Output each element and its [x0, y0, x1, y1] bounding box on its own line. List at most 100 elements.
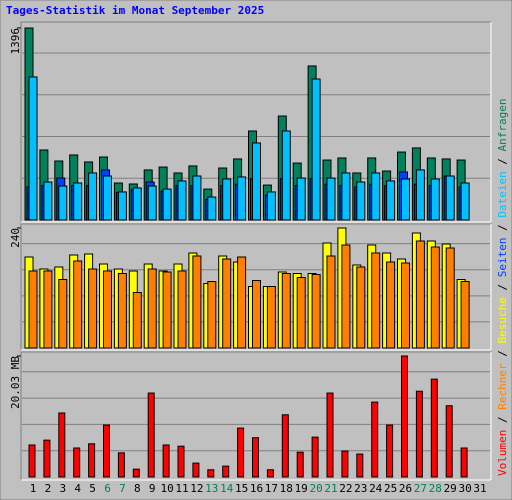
- bar: [43, 270, 53, 349]
- x-tick-label: 26: [399, 482, 412, 495]
- bar: [296, 177, 306, 221]
- x-tick-label: 2: [45, 482, 52, 495]
- bar: [356, 453, 364, 478]
- legend-separator: /: [496, 218, 509, 238]
- bar: [296, 451, 304, 478]
- bar: [88, 443, 96, 478]
- x-tick-label: 5: [89, 482, 96, 495]
- x-tick-label: 28: [429, 482, 442, 495]
- bar: [162, 188, 172, 221]
- bar: [58, 279, 68, 349]
- bar: [356, 181, 366, 221]
- bar: [162, 271, 172, 349]
- bar: [386, 424, 394, 478]
- x-tick-label: 15: [235, 482, 248, 495]
- bar: [371, 172, 381, 221]
- bar: [43, 181, 53, 221]
- bar: [103, 424, 110, 478]
- bar: [88, 172, 98, 221]
- bar: [371, 401, 379, 478]
- bar: [58, 185, 68, 221]
- x-tick-label: 24: [369, 482, 383, 495]
- bar: [117, 273, 127, 349]
- bar: [252, 142, 261, 221]
- legend-entry: Volumen: [496, 430, 509, 476]
- x-tick-label: 17: [265, 482, 278, 495]
- bar: [73, 447, 81, 478]
- bar: [430, 178, 440, 221]
- bar: [207, 196, 217, 221]
- x-tick-label: 19: [295, 482, 308, 495]
- bar: [341, 450, 349, 478]
- bar: [207, 469, 215, 478]
- bar: [58, 412, 66, 478]
- x-tick-label: 3: [59, 482, 66, 495]
- bar: [192, 175, 202, 221]
- x-tick-label: 11: [175, 482, 188, 495]
- bar: [147, 185, 157, 221]
- legend-entry: Anfragen: [496, 98, 509, 151]
- bar: [371, 252, 381, 349]
- x-tick-label: 6: [104, 482, 111, 495]
- x-tick-label: 18: [280, 482, 293, 495]
- bar: [222, 178, 232, 221]
- bar: [28, 76, 38, 221]
- bar: [430, 246, 440, 349]
- bar: [117, 191, 127, 221]
- x-tick-label: 25: [384, 482, 397, 495]
- bar: [73, 182, 83, 221]
- bar: [132, 468, 140, 478]
- x-tick-label: 23: [354, 482, 367, 495]
- bar: [28, 270, 38, 349]
- x-tick-label: 1: [30, 482, 37, 495]
- bar: [222, 258, 232, 349]
- bar: [222, 465, 230, 478]
- bar: [415, 169, 425, 221]
- bar: [445, 247, 455, 349]
- bar: [401, 178, 410, 221]
- x-tick-label: 16: [250, 482, 263, 495]
- x-tick-label: 29: [444, 482, 457, 495]
- legend-entry: Besuche: [496, 297, 509, 343]
- bar: [266, 286, 276, 349]
- y-tick-label: 1396: [9, 28, 22, 55]
- bar: [103, 270, 112, 349]
- legend-entry: Dateien: [496, 171, 509, 217]
- x-tick-label: 20: [309, 482, 322, 495]
- bar: [162, 444, 170, 478]
- x-tick-label: 12: [190, 482, 203, 495]
- bar: [401, 262, 410, 349]
- bar: [281, 414, 289, 478]
- bar: [311, 274, 321, 349]
- bar: [132, 187, 142, 221]
- bar: [207, 281, 217, 349]
- x-tick-label: 8: [134, 482, 141, 495]
- bar: [177, 445, 185, 478]
- legend-separator: /: [496, 410, 509, 430]
- bar: [296, 277, 306, 349]
- x-tick-label: 22: [339, 482, 352, 495]
- legend-separator: /: [496, 151, 509, 171]
- x-tick-label: 27: [414, 482, 427, 495]
- bar: [192, 462, 200, 478]
- bar: [401, 355, 408, 478]
- bar: [192, 255, 202, 349]
- bar: [237, 256, 247, 349]
- legend-separator: /: [496, 277, 509, 297]
- y-tick-label: 20.03 MB: [9, 356, 22, 409]
- bar: [73, 260, 83, 349]
- bar: [415, 390, 423, 478]
- bar: [281, 130, 291, 221]
- x-tick-label: 9: [149, 482, 156, 495]
- bar: [147, 268, 157, 349]
- x-tick-label: 21: [324, 482, 337, 495]
- bar: [88, 268, 98, 349]
- x-tick-label: 31: [473, 482, 486, 495]
- bar: [252, 280, 261, 349]
- bar: [460, 182, 470, 221]
- y-tick-label: 240: [9, 228, 22, 248]
- bar: [43, 439, 51, 478]
- bar: [326, 177, 336, 221]
- bar: [326, 255, 336, 349]
